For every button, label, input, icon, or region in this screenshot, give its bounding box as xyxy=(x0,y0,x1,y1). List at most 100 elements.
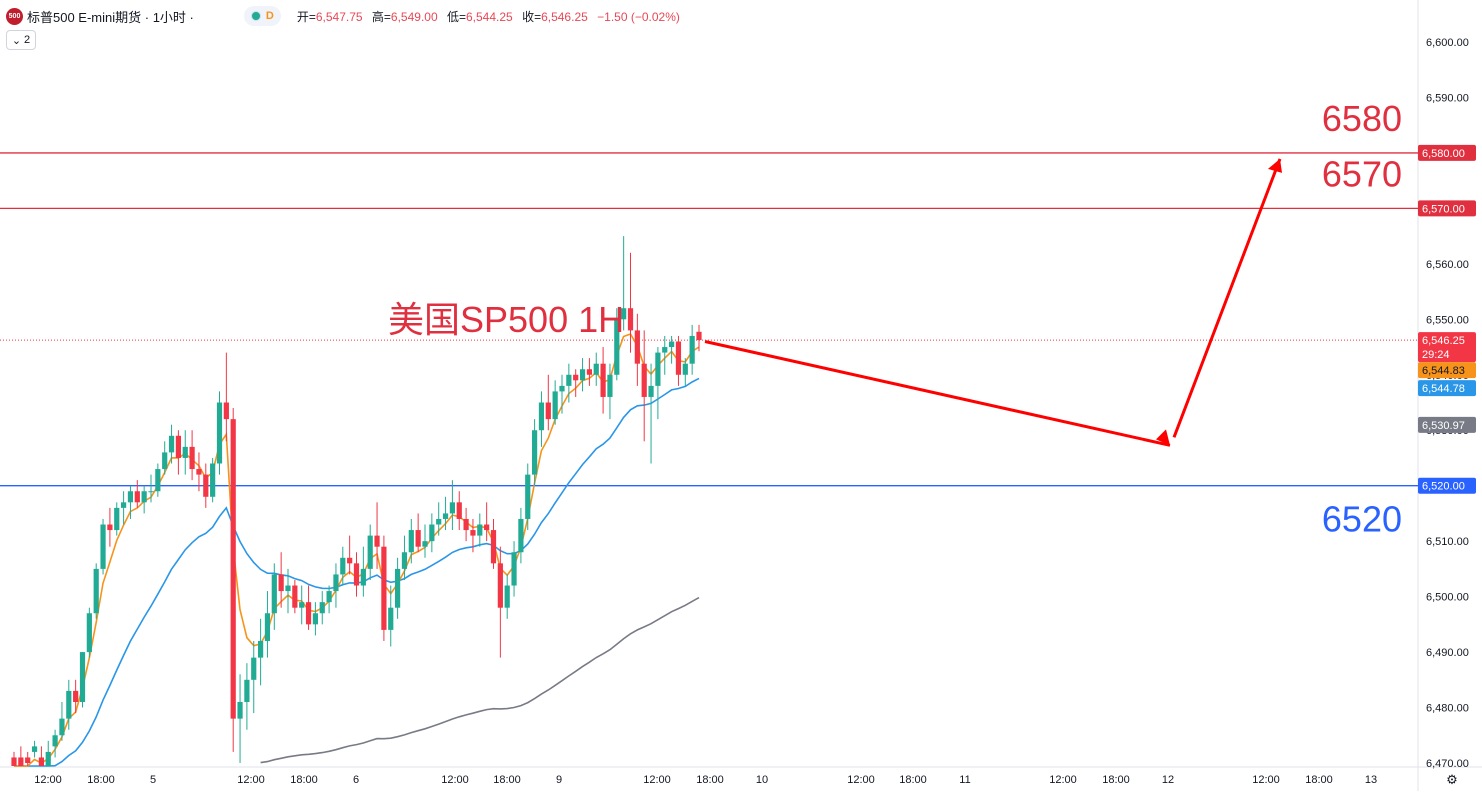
candle-body[interactable] xyxy=(532,430,538,475)
candle-body[interactable] xyxy=(66,690,72,719)
candle-body[interactable] xyxy=(456,502,462,519)
candle-body[interactable] xyxy=(148,491,154,493)
candle-body[interactable] xyxy=(230,419,236,719)
candle-body[interactable] xyxy=(388,607,394,630)
candle-body[interactable] xyxy=(614,319,620,375)
candle-body[interactable] xyxy=(121,502,127,508)
candle-body[interactable] xyxy=(141,491,147,503)
candle-body[interactable] xyxy=(627,308,634,331)
candle-body[interactable] xyxy=(504,585,510,608)
candle-body[interactable] xyxy=(689,335,695,364)
candle-body[interactable] xyxy=(305,602,312,625)
candle-body[interactable] xyxy=(353,563,360,586)
candle-body[interactable] xyxy=(490,530,497,564)
candle-body[interactable] xyxy=(340,557,346,575)
candle-body[interactable] xyxy=(641,363,647,397)
candle-body[interactable] xyxy=(648,385,654,397)
candle-body[interactable] xyxy=(518,518,524,553)
settings-gear-icon[interactable]: ⚙ xyxy=(1446,772,1458,787)
candle-body[interactable] xyxy=(18,757,24,766)
candle-body[interactable] xyxy=(573,374,579,381)
candle-body[interactable] xyxy=(162,452,168,470)
candle-body[interactable] xyxy=(559,385,565,392)
candle-body[interactable] xyxy=(292,585,298,608)
candle-body[interactable] xyxy=(114,507,120,531)
candle-body[interactable] xyxy=(134,491,140,503)
candle-body[interactable] xyxy=(203,474,209,497)
candle-body[interactable] xyxy=(449,502,455,514)
candle-body[interactable] xyxy=(381,546,387,630)
candle-body[interactable] xyxy=(463,518,469,531)
candle-body[interactable] xyxy=(258,640,264,658)
candle-body[interactable] xyxy=(11,757,17,766)
candle-body[interactable] xyxy=(79,652,86,702)
candle-body[interactable] xyxy=(175,435,181,458)
candle-body[interactable] xyxy=(251,657,257,680)
candle-body[interactable] xyxy=(168,435,175,453)
candle-body[interactable] xyxy=(196,469,202,475)
candle-body[interactable] xyxy=(271,574,277,614)
candle-body[interactable] xyxy=(696,331,702,341)
candle-body[interactable] xyxy=(395,568,401,608)
candle-body[interactable] xyxy=(312,613,318,625)
candle-body[interactable] xyxy=(593,363,599,375)
candle-body[interactable] xyxy=(655,352,661,386)
candle-body[interactable] xyxy=(155,469,161,492)
candle-body[interactable] xyxy=(127,491,134,503)
candle-body[interactable] xyxy=(374,535,380,547)
candle-body[interactable] xyxy=(470,530,476,536)
candle-body[interactable] xyxy=(408,530,414,553)
candle-body[interactable] xyxy=(634,330,640,364)
candle-body[interactable] xyxy=(333,574,339,592)
candle-body[interactable] xyxy=(552,391,558,420)
candle-body[interactable] xyxy=(182,446,188,458)
candle-body[interactable] xyxy=(607,374,613,397)
candle-body[interactable] xyxy=(278,574,284,592)
candle-body[interactable] xyxy=(682,363,688,375)
candle-body[interactable] xyxy=(223,402,229,420)
candle-body[interactable] xyxy=(107,524,113,531)
candle-body[interactable] xyxy=(415,530,421,547)
candle-body[interactable] xyxy=(621,308,627,320)
candle-body[interactable] xyxy=(586,369,592,375)
candle-body[interactable] xyxy=(210,463,216,497)
candle-body[interactable] xyxy=(59,718,65,736)
candle-body[interactable] xyxy=(100,524,106,569)
candle-body[interactable] xyxy=(360,568,366,586)
candle-body[interactable] xyxy=(401,552,408,569)
candle-body[interactable] xyxy=(525,474,531,519)
candle-body[interactable] xyxy=(31,746,38,752)
candle-body[interactable] xyxy=(45,751,51,766)
candle-body[interactable] xyxy=(299,602,305,608)
candle-body[interactable] xyxy=(367,535,373,569)
candle-body[interactable] xyxy=(244,679,250,702)
candle-body[interactable] xyxy=(25,757,31,763)
candle-body[interactable] xyxy=(73,690,79,702)
market-status-pill[interactable]: D xyxy=(243,6,281,26)
candle-body[interactable] xyxy=(497,563,503,608)
candle-body[interactable] xyxy=(545,402,551,420)
candle-body[interactable] xyxy=(669,341,675,348)
candle-body[interactable] xyxy=(566,374,572,386)
candle-body[interactable] xyxy=(326,591,332,603)
candle-body[interactable] xyxy=(319,602,325,614)
candle-body[interactable] xyxy=(52,735,58,747)
candle-body[interactable] xyxy=(436,518,442,525)
candle-body[interactable] xyxy=(675,341,682,375)
indicators-toggle-button[interactable]: ⌄ 2 xyxy=(6,30,36,50)
candle-body[interactable] xyxy=(237,701,243,719)
candle-body[interactable] xyxy=(422,541,428,547)
candle-body[interactable] xyxy=(477,524,483,536)
candle-body[interactable] xyxy=(189,446,195,470)
candle-body[interactable] xyxy=(662,347,668,353)
candle-body[interactable] xyxy=(216,402,223,464)
candle-body[interactable] xyxy=(38,757,44,766)
candle-body[interactable] xyxy=(264,613,271,641)
candle-body[interactable] xyxy=(93,568,99,614)
candle-body[interactable] xyxy=(347,557,353,564)
candle-body[interactable] xyxy=(538,402,545,431)
candle-body[interactable] xyxy=(579,369,586,381)
candle-body[interactable] xyxy=(600,363,606,397)
